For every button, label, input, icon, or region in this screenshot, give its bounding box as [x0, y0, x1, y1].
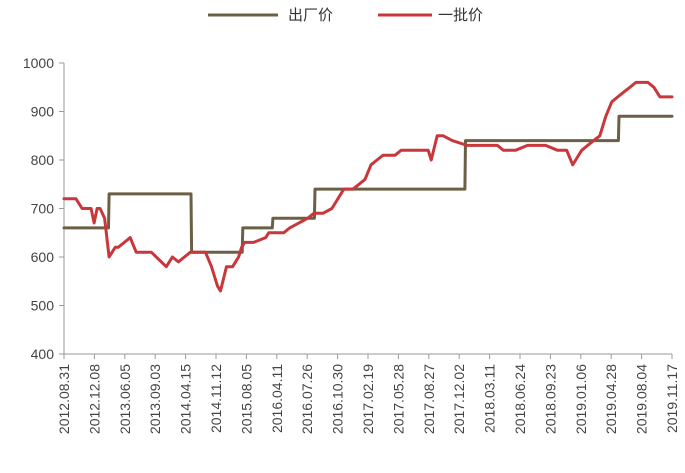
x-tick-label: 2019.04.28	[603, 364, 619, 434]
series-line-wholesale-price	[62, 80, 674, 293]
y-tick-label: 600	[31, 249, 55, 265]
legend-label-wholesale-price: 一批价	[438, 6, 483, 24]
x-tick-label: 2017.02.19	[360, 364, 376, 434]
x-tick-label: 2017.05.28	[390, 364, 406, 434]
x-tick-label: 2018.09.23	[542, 364, 558, 434]
x-tick-label: 2017.12.02	[451, 364, 467, 434]
x-tick-label: 2018.03.11	[482, 364, 498, 433]
legend-label-factory-price: 出厂价	[288, 6, 333, 24]
x-tick-label: 2012.08.31	[56, 364, 72, 434]
y-tick-label: 500	[31, 298, 55, 314]
x-tick-label: 2018.06.24	[512, 364, 528, 434]
y-tick-label: 400	[31, 346, 55, 362]
x-tick-label: 2016.04.11	[269, 364, 285, 433]
x-tick-label: 2019.01.06	[573, 364, 589, 434]
x-tick-label: 2012.12.08	[86, 364, 102, 434]
x-tick-label: 2013.06.05	[117, 364, 133, 434]
series-line-factory-price	[62, 114, 674, 254]
y-tick-label: 900	[31, 104, 55, 120]
series-layer	[62, 80, 674, 293]
y-tick-label: 700	[31, 201, 55, 217]
x-tick-label: 2014.11.12	[208, 364, 224, 433]
y-tick-label: 800	[31, 152, 55, 168]
x-tick-label: 2014.04.15	[178, 364, 194, 434]
x-tick-label: 2016.10.30	[330, 364, 346, 434]
x-axis: 2012.08.31 2012.12.08 2013.06.05 2013.09.03…	[56, 353, 680, 434]
x-tick-label: 2019.08.04	[634, 364, 650, 434]
x-tick-label: 2017.08.27	[421, 364, 437, 434]
x-tick-label: 2015.08.05	[238, 364, 254, 434]
x-tick-label: 2013.09.03	[147, 364, 163, 434]
y-tick-label: 1000	[23, 55, 54, 71]
x-tick-label: 2016.07.26	[299, 364, 315, 434]
chart-legend: 出厂价 一批价	[208, 6, 483, 24]
y-axis: 400 500 600 700 800 900 1000	[23, 55, 65, 362]
x-tick-label: 2019.11.17	[664, 364, 680, 433]
